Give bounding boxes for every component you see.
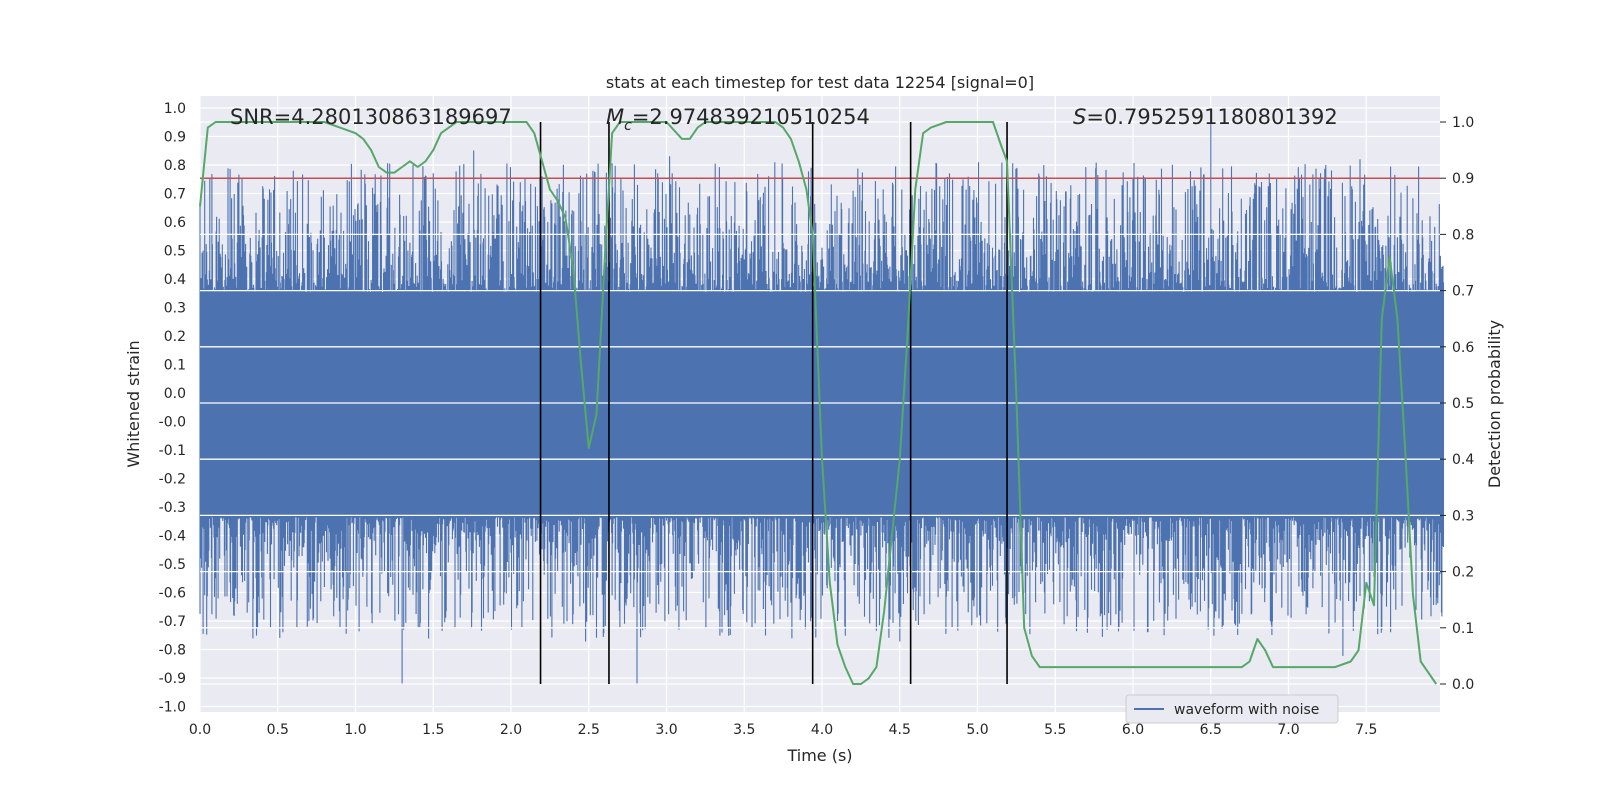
y2-grid-lines bbox=[200, 121, 1440, 685]
y2-tick-label: 0.6 bbox=[1452, 340, 1474, 356]
y-tick-label: 0.7 bbox=[164, 187, 186, 203]
y2-tick-label: 0.9 bbox=[1452, 171, 1474, 187]
y2-tick-label: 0.1 bbox=[1452, 621, 1474, 637]
y-tick-label: -1.0 bbox=[159, 700, 186, 716]
y2-tick-label: 0.0 bbox=[1452, 677, 1474, 693]
y-tick-label: 0.2 bbox=[164, 329, 186, 345]
s-value: =0.7952591180801392 bbox=[1086, 105, 1337, 129]
y2-tick-label: 0.8 bbox=[1452, 227, 1474, 243]
y-tick-label: -0.6 bbox=[159, 586, 186, 602]
y-tick-label: 0.4 bbox=[164, 272, 186, 288]
legend: waveform with noise bbox=[1125, 694, 1339, 724]
y-tick-label: -0.7 bbox=[159, 614, 186, 630]
s-annotation: S=0.7952591180801392 bbox=[1073, 105, 1338, 129]
chart-title: stats at each timestep for test data 122… bbox=[606, 73, 1034, 92]
y-tick-label: 0.8 bbox=[164, 158, 186, 174]
x-axis-label: Time (s) bbox=[786, 746, 852, 765]
x-tick-label: 0.5 bbox=[267, 722, 289, 738]
x-tick-label: 5.0 bbox=[966, 722, 988, 738]
y2-tick-label: 0.4 bbox=[1452, 452, 1474, 468]
x-tick-label: 7.5 bbox=[1355, 722, 1377, 738]
waveform-series bbox=[199, 121, 1445, 685]
x-tick-label: 4.5 bbox=[889, 722, 911, 738]
x-tick-label: 5.5 bbox=[1044, 722, 1066, 738]
vertical-markers bbox=[539, 122, 1008, 684]
y-tick-label: 0.1 bbox=[164, 358, 186, 374]
x-tick-label: 1.5 bbox=[422, 722, 444, 738]
y-tick-label: -0.3 bbox=[159, 500, 186, 516]
x-tick-label: 6.0 bbox=[1122, 722, 1144, 738]
y-tick-label: 0.9 bbox=[164, 130, 186, 146]
y-tick-label: -0.5 bbox=[159, 557, 186, 573]
y-tick-labels: 1.0 0.9 0.8 0.7 0.6 0.5 0.4 0.3 0.2 0.1 0.0 -0.0 -0.… bbox=[159, 101, 186, 716]
legend-box bbox=[1125, 694, 1339, 724]
x-tick-label: 1.0 bbox=[344, 722, 366, 738]
x-tick-label: 3.0 bbox=[655, 722, 677, 738]
y-tick-label: 0.0 bbox=[164, 386, 186, 402]
y-tick-label: -0.8 bbox=[159, 643, 186, 659]
chirp-mass-symbol: M bbox=[606, 105, 624, 129]
y-tick-label: -0.1 bbox=[159, 443, 186, 459]
x-tick-labels: 0.0 0.5 1.0 1.5 2.0 2.5 3.0 3.5 4.0 4.5 5.0 5.5 6.0 6… bbox=[189, 722, 1378, 738]
y2-tick-label: 0.7 bbox=[1452, 284, 1474, 300]
x-tick-label: 2.0 bbox=[500, 722, 522, 738]
y2-tick-label: 0.5 bbox=[1452, 396, 1474, 412]
chirp-mass-subscript: c bbox=[624, 118, 632, 134]
chirp-mass-value: =2.974839210510254 bbox=[632, 105, 870, 129]
y-tick-label: -0.9 bbox=[159, 671, 186, 687]
y2-axis-label: Detection probability bbox=[1485, 320, 1504, 488]
y-tick-label: 0.5 bbox=[164, 244, 186, 260]
y2-tick-label: 1.0 bbox=[1452, 115, 1474, 131]
y2-tick-label: 0.3 bbox=[1452, 508, 1474, 524]
x-tick-label: 0.0 bbox=[189, 722, 211, 738]
y-axis-label: Whitened strain bbox=[124, 340, 143, 467]
x-tick-label: 6.5 bbox=[1200, 722, 1222, 738]
x-tick-label: 3.5 bbox=[733, 722, 755, 738]
probability-series bbox=[199, 121, 1438, 685]
y2-tick-labels: 1.0 0.9 0.8 0.7 0.6 0.5 0.4 0.3 0.2 0.1 0.0 bbox=[1440, 115, 1474, 693]
x-tick-label: 2.5 bbox=[578, 722, 600, 738]
y-tick-label: 1.0 bbox=[164, 101, 186, 117]
y-tick-label: -0.4 bbox=[159, 529, 186, 545]
y-tick-label: -0.0 bbox=[159, 415, 186, 431]
y-tick-label: 0.6 bbox=[164, 215, 186, 231]
chirp-mass-annotation: Mc=2.974839210510254 bbox=[606, 105, 870, 134]
y2-tick-label: 0.2 bbox=[1452, 565, 1474, 581]
probability-line bbox=[199, 121, 1438, 685]
y-tick-label: 0.3 bbox=[164, 301, 186, 317]
y-tick-label: -0.2 bbox=[159, 472, 186, 488]
s-symbol: S bbox=[1073, 105, 1086, 129]
legend-label: waveform with noise bbox=[1174, 702, 1319, 718]
snr-annotation: SNR=4.280130863189697 bbox=[230, 105, 512, 129]
x-tick-label: 4.0 bbox=[811, 722, 833, 738]
x-tick-label: 7.0 bbox=[1277, 722, 1299, 738]
